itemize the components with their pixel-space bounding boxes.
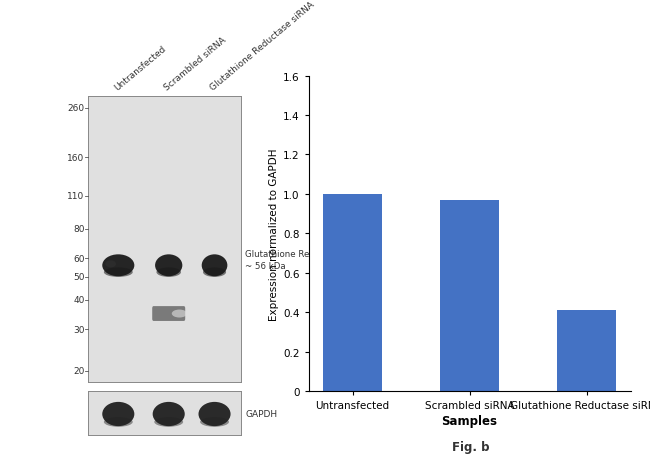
Ellipse shape [105,261,116,268]
Y-axis label: Expression normalized to GAPDH: Expression normalized to GAPDH [269,148,279,320]
Ellipse shape [200,417,229,427]
Ellipse shape [172,310,187,318]
Ellipse shape [157,268,181,277]
Ellipse shape [154,417,183,427]
Ellipse shape [153,402,185,426]
Text: 260: 260 [68,104,84,113]
Text: 40: 40 [73,296,84,305]
Bar [441,200,499,391]
Text: 20: 20 [73,367,84,375]
Text: Fig. b: Fig. b [452,440,490,453]
Text: Glutathione Reductase siRNA: Glutathione Reductase siRNA [209,0,317,93]
Text: 160: 160 [67,154,85,163]
Text: 50: 50 [73,273,84,282]
Text: 80: 80 [73,225,84,234]
Bar [558,311,616,391]
Ellipse shape [102,402,135,426]
FancyBboxPatch shape [152,307,185,321]
Text: 30: 30 [73,325,84,334]
Ellipse shape [202,255,228,276]
Text: 60: 60 [73,254,84,263]
Text: Glutathione Reductase
~ 56 kDa: Glutathione Reductase ~ 56 kDa [245,250,344,270]
Ellipse shape [102,255,135,276]
Ellipse shape [104,417,133,427]
Ellipse shape [155,255,183,276]
Text: 110: 110 [67,192,85,201]
Bar [324,194,382,391]
Ellipse shape [104,268,133,277]
Text: Scrambled siRNA: Scrambled siRNA [163,36,228,93]
Text: Untransfected: Untransfected [112,44,168,93]
Ellipse shape [198,402,231,426]
X-axis label: Samples: Samples [441,414,498,427]
Text: GAPDH: GAPDH [245,409,277,418]
Ellipse shape [203,268,226,277]
